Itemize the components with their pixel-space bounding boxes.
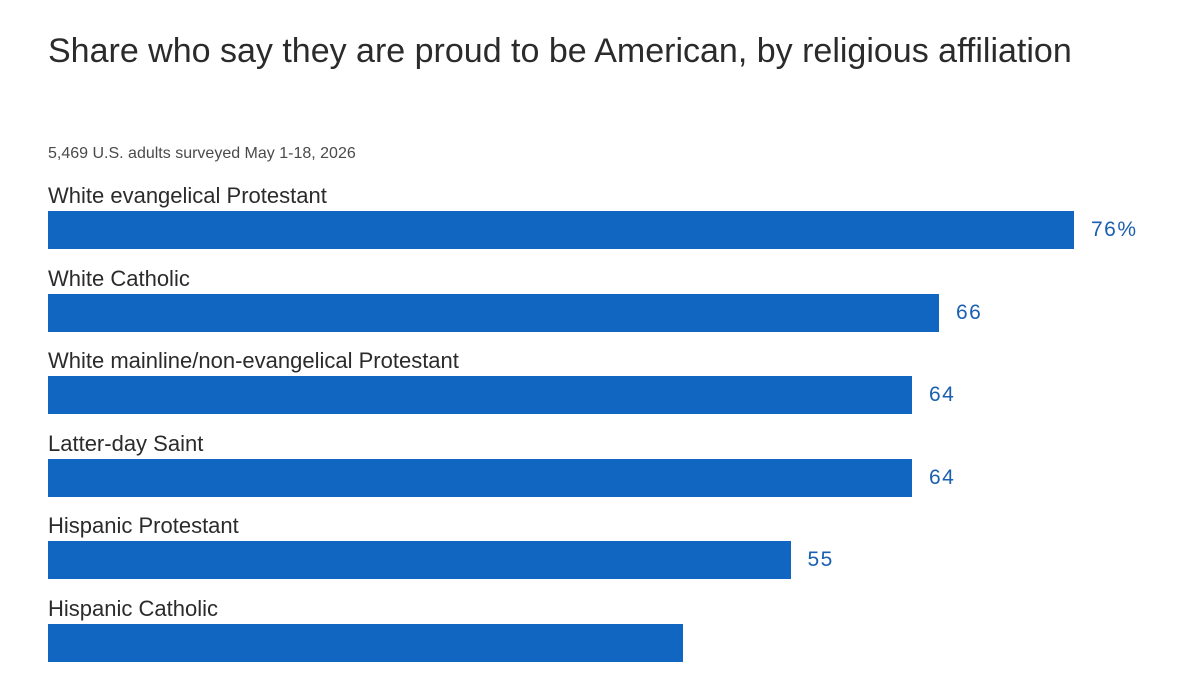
bar [48,458,912,497]
chart-subtitle: 5,469 U.S. adults surveyed May 1-18, 202… [48,145,356,162]
bar-category-label: White evangelical Protestant [48,183,327,208]
bar-group: White Catholic 66 [48,263,1200,345]
bar-value-label: 64 [929,383,956,407]
bar [48,376,912,415]
bar-category-label: White mainline/non-evangelical Protestan… [48,348,459,374]
bar-group: White mainline/non-evangelical Protestan… [48,345,1200,427]
bar [48,211,1074,249]
bar-value-label: 64 [929,465,956,489]
bar-value-label: 55 [807,548,834,572]
bar [48,293,939,332]
bar-group: Latter-day Saint 64 [48,428,1200,510]
chart-title: Share who say they are proud to be Ameri… [48,32,1072,70]
bar-category-label: Hispanic Catholic [48,596,218,621]
bar [48,541,791,580]
bar-group: Hispanic Protestant 55 [48,510,1200,592]
bar-value-label: 66 [956,300,983,324]
bar-category-label: Latter-day Saint [48,430,204,456]
bar-chart: White evangelical Protestant 76% White Cat… [48,180,1200,662]
bar-group: White evangelical Protestant 76% [48,180,1200,262]
bar-category-label: White Catholic [48,265,190,291]
bar-value-label: 76% [1091,218,1138,241]
bar-category-label: Hispanic Protestant [48,513,239,539]
bar-group: Hispanic Catholic [48,593,1200,675]
